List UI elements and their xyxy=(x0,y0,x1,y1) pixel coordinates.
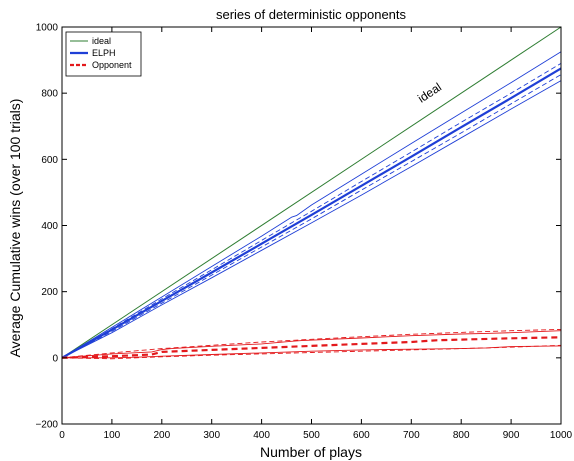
y-axis-label: Average Cumulative wins (over 100 trials… xyxy=(7,99,23,358)
x-tick-label: 200 xyxy=(153,430,170,441)
x-tick-label: 100 xyxy=(104,430,121,441)
x-tick-label: 1000 xyxy=(550,430,573,441)
series-opponent xyxy=(61,336,562,359)
x-tick-label: 400 xyxy=(253,430,270,441)
x-tick-label: 300 xyxy=(203,430,220,441)
series-bound-3 xyxy=(61,80,562,359)
legend-label-elph: ELPH xyxy=(92,48,116,58)
y-tick-label: 1000 xyxy=(36,23,59,34)
x-tick-label: 500 xyxy=(303,430,320,441)
legend: ideal ELPH Opponent xyxy=(65,31,142,77)
series-layer xyxy=(61,26,562,360)
legend-label-opponent: Opponent xyxy=(92,60,132,70)
legend-label-ideal: ideal xyxy=(92,36,111,46)
series-bound-9 xyxy=(61,328,562,359)
x-axis-label: Number of plays xyxy=(260,444,362,460)
y-tick-label: 600 xyxy=(41,155,58,166)
plot-area: 0 100 200 300 400 500 600 700 800 900 1000−2000200… xyxy=(35,23,572,442)
ticks-layer: 0 100 200 300 400 500 600 700 800 900 1000−2000200… xyxy=(35,23,572,442)
series-ideal xyxy=(61,26,562,359)
series-bound-10 xyxy=(61,344,562,360)
x-tick-label: 600 xyxy=(353,430,370,441)
series-bound-2 xyxy=(61,51,562,359)
y-tick-label: 0 xyxy=(52,353,58,364)
x-tick-label: 700 xyxy=(403,430,420,441)
y-tick-label: 800 xyxy=(41,89,58,100)
series-bound-7 xyxy=(61,330,562,359)
y-tick-label: 400 xyxy=(41,221,58,232)
x-tick-label: 900 xyxy=(503,430,520,441)
series-bound-4 xyxy=(61,63,562,359)
x-tick-label: 800 xyxy=(453,430,470,441)
chart-title: series of deterministic opponents xyxy=(216,7,407,22)
series-elph xyxy=(61,67,562,359)
y-tick-label: −200 xyxy=(35,420,58,431)
x-tick-label: 0 xyxy=(59,430,65,441)
y-tick-label: 200 xyxy=(41,287,58,298)
